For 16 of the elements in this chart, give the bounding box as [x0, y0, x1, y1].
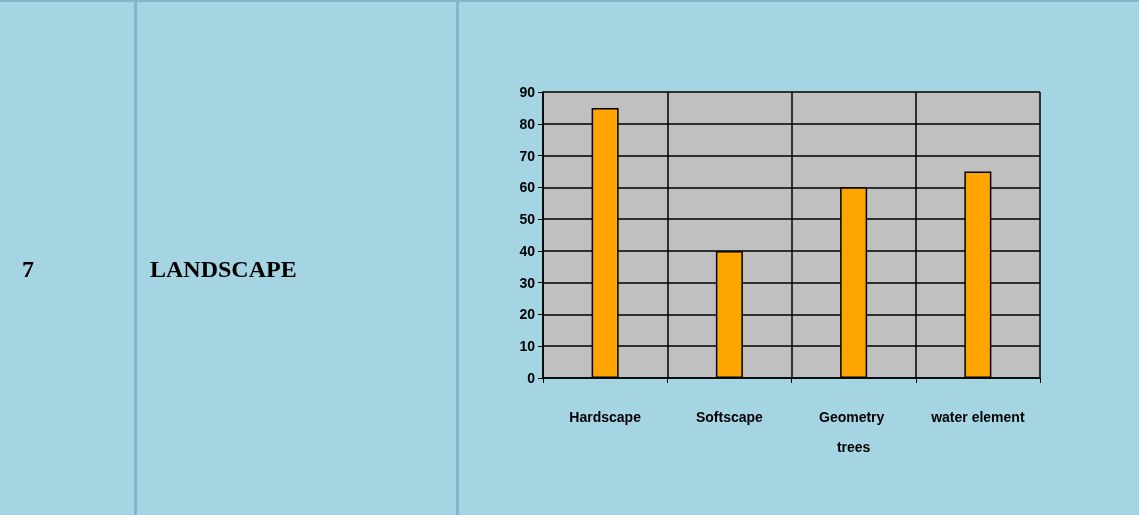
y-tick-label: 70 — [519, 147, 536, 164]
x-tick-label: water element — [930, 409, 1025, 425]
y-tick-label: 50 — [519, 211, 536, 228]
text: 7 — [22, 256, 34, 283]
y-tick-label: 10 — [519, 338, 536, 355]
x-tick-label: Geometry trees — [819, 409, 889, 455]
x-tick-label: Hardscape — [569, 409, 642, 425]
x-tick-label: Softscape — [695, 409, 764, 425]
y-tick-label: 20 — [519, 306, 536, 323]
y-tick-label: 80 — [519, 115, 536, 132]
y-tick-label: 90 — [519, 84, 536, 100]
text: LANDSCAPE — [150, 256, 297, 283]
y-tick-label: 30 — [519, 274, 536, 291]
y-tick-label: 40 — [519, 242, 536, 259]
y-tick-label: 0 — [527, 370, 536, 386]
y-tick-label: 60 — [519, 179, 536, 196]
